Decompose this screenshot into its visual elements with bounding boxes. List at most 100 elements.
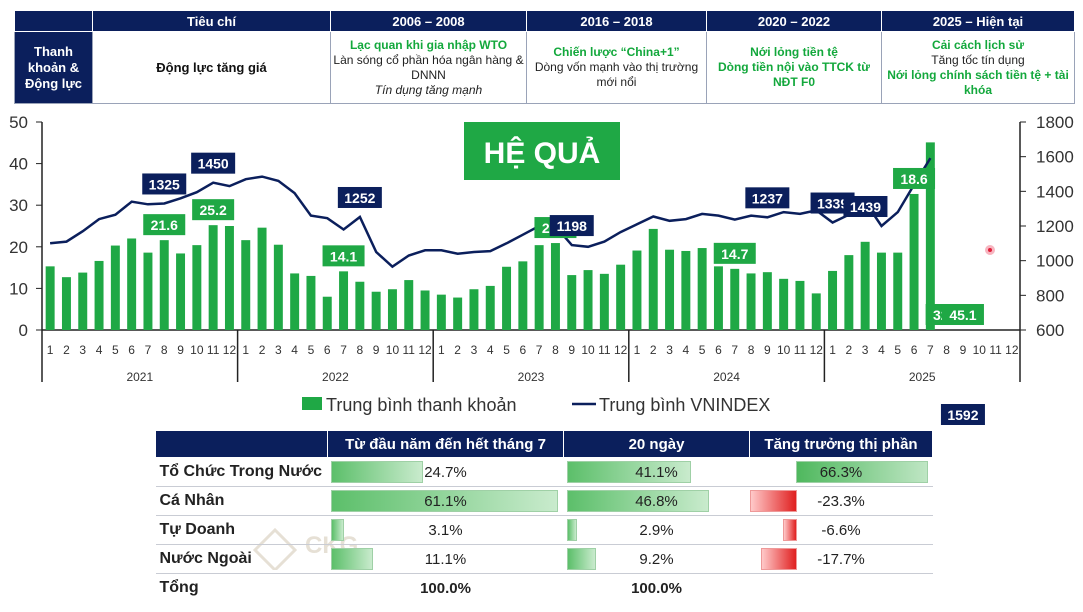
month-label: 8 — [357, 343, 364, 357]
month-label: 1 — [242, 343, 249, 357]
month-label: 7 — [927, 343, 934, 357]
month-label: 6 — [324, 343, 331, 357]
month-label: 3 — [862, 343, 869, 357]
year-label: 2022 — [322, 370, 349, 384]
cell-2006-line1: Lạc quan khi gia nhập WTO — [349, 37, 508, 52]
y-right-tick-label: 800 — [1036, 286, 1064, 305]
liquidity-bar — [567, 275, 577, 330]
cell-2016-line2: Dòng vốn mạnh vào thị trường mới nổi — [534, 60, 699, 89]
liquidity-bar — [78, 272, 88, 330]
liquidity-value-label: 18.6 — [900, 171, 927, 187]
header-2020: 2020 – 2022 — [706, 10, 882, 32]
month-label: 5 — [699, 343, 706, 357]
growth-bar — [782, 519, 798, 541]
vnindex-value-box — [142, 173, 187, 195]
liquidity-bar — [550, 243, 560, 330]
month-label: 7 — [731, 343, 738, 357]
cell-2016: Chiến lược “China+1” Dòng vốn mạnh vào t… — [526, 31, 707, 104]
share-value-ytd: 61.1% — [424, 493, 467, 510]
liquidity-bar — [127, 238, 137, 330]
vnindex-value-box — [337, 186, 382, 208]
month-label: 11 — [403, 343, 416, 357]
bt-header-20d: 20 ngày — [563, 430, 750, 458]
share-cell-d20: 41.1% — [563, 457, 750, 487]
share-cell-ytd: 11.1% — [327, 544, 564, 574]
vnindex-value-label: 1592 — [947, 407, 978, 423]
total-ytd-value: 100.0% — [420, 580, 471, 597]
y-left-tick-label: 30 — [9, 196, 28, 215]
liquidity-bar — [176, 253, 186, 330]
share-value-d20: 46.8% — [635, 493, 678, 510]
month-label: 6 — [128, 343, 135, 357]
liquidity-bar — [860, 241, 870, 330]
month-label: 1 — [634, 343, 641, 357]
share-value-d20: 41.1% — [635, 464, 678, 481]
liquidity-bar — [795, 280, 805, 330]
share-value-ytd: 3.1% — [428, 522, 463, 539]
vnindex-value-label: 1237 — [752, 190, 783, 206]
share-bar-d20 — [566, 490, 709, 512]
header-2006: 2006 – 2008 — [330, 10, 527, 32]
liquidity-bar — [811, 293, 821, 330]
vnindex-value-label: 1339 — [817, 196, 848, 212]
vnindex-value-label: 1198 — [557, 218, 588, 234]
share-row: Nước Ngoài 11.1% 9.2% -17.7% — [155, 544, 933, 574]
month-label: 5 — [894, 343, 901, 357]
month-label: 6 — [911, 343, 918, 357]
month-label: 1 — [47, 343, 54, 357]
liquidity-bar — [45, 266, 55, 330]
liquidity-bar — [453, 297, 463, 330]
cell-2006: Lạc quan khi gia nhập WTO Làn sóng cổ ph… — [330, 31, 527, 104]
liquidity-bar — [110, 245, 120, 330]
liquidity-value-box — [893, 167, 936, 189]
liquidity-bar — [632, 250, 642, 330]
total-growth — [749, 573, 933, 602]
vnindex-value-label: 1252 — [344, 190, 375, 206]
share-row-label: Tự Doanh — [155, 515, 328, 545]
month-label: 8 — [748, 343, 755, 357]
cell-2020-line1: Nới lỏng tiền tệ — [750, 45, 838, 59]
share-cell-ytd: 61.1% — [327, 486, 564, 516]
liquidity-value-label: 21.6 — [151, 217, 178, 233]
liquidity-bar — [339, 271, 349, 330]
month-label: 2 — [259, 343, 266, 357]
share-bar-ytd — [330, 519, 344, 541]
row-header: Thanh khoản & Động lực — [14, 31, 93, 104]
month-label: 9 — [764, 343, 771, 357]
month-label: 8 — [161, 343, 168, 357]
month-label: 4 — [291, 343, 298, 357]
banner-bg — [464, 122, 620, 180]
cell-2025: Cải cách lịch sử Tăng tốc tín dụng Nới l… — [881, 31, 1075, 104]
banner: HỆ QUẢ — [464, 122, 620, 180]
vnindex-value-box — [843, 196, 888, 217]
liquidity-bar — [485, 285, 495, 330]
growth-bar — [795, 461, 928, 483]
month-label: 5 — [308, 343, 315, 357]
vnindex-value-box — [191, 152, 236, 174]
month-label: 9 — [960, 343, 967, 357]
month-label: 2 — [846, 343, 853, 357]
month-label: 10 — [386, 343, 400, 357]
share-row-label: Nước Ngoài — [155, 544, 328, 574]
month-label: 2 — [650, 343, 657, 357]
liquidity-value-box — [143, 214, 186, 236]
growth-value: 66.3% — [819, 464, 863, 481]
vnindex-line — [49, 157, 932, 269]
year-label: 2024 — [713, 370, 740, 384]
y-right-tick-label: 1600 — [1036, 148, 1074, 167]
y-right-tick-label: 600 — [1036, 321, 1064, 340]
month-label: 12 — [223, 343, 237, 357]
liquidity-bar — [828, 270, 838, 330]
y-right-tick-label: 1800 — [1036, 113, 1074, 132]
share-row: Cá Nhân 61.1% 46.8% -23.3% — [155, 486, 933, 516]
share-bar-ytd — [330, 548, 374, 570]
liquidity-bar — [355, 281, 365, 330]
bt-header-growth: Tăng trưởng thị phần — [749, 430, 933, 458]
total-ytd: 100.0% — [327, 573, 564, 602]
month-label: 4 — [96, 343, 103, 357]
month-label: 10 — [777, 343, 791, 357]
liquidity-bar — [436, 294, 446, 330]
growth-bar — [749, 490, 798, 512]
header-2025: 2025 – Hiện tại — [881, 10, 1075, 32]
month-label: 2 — [63, 343, 70, 357]
